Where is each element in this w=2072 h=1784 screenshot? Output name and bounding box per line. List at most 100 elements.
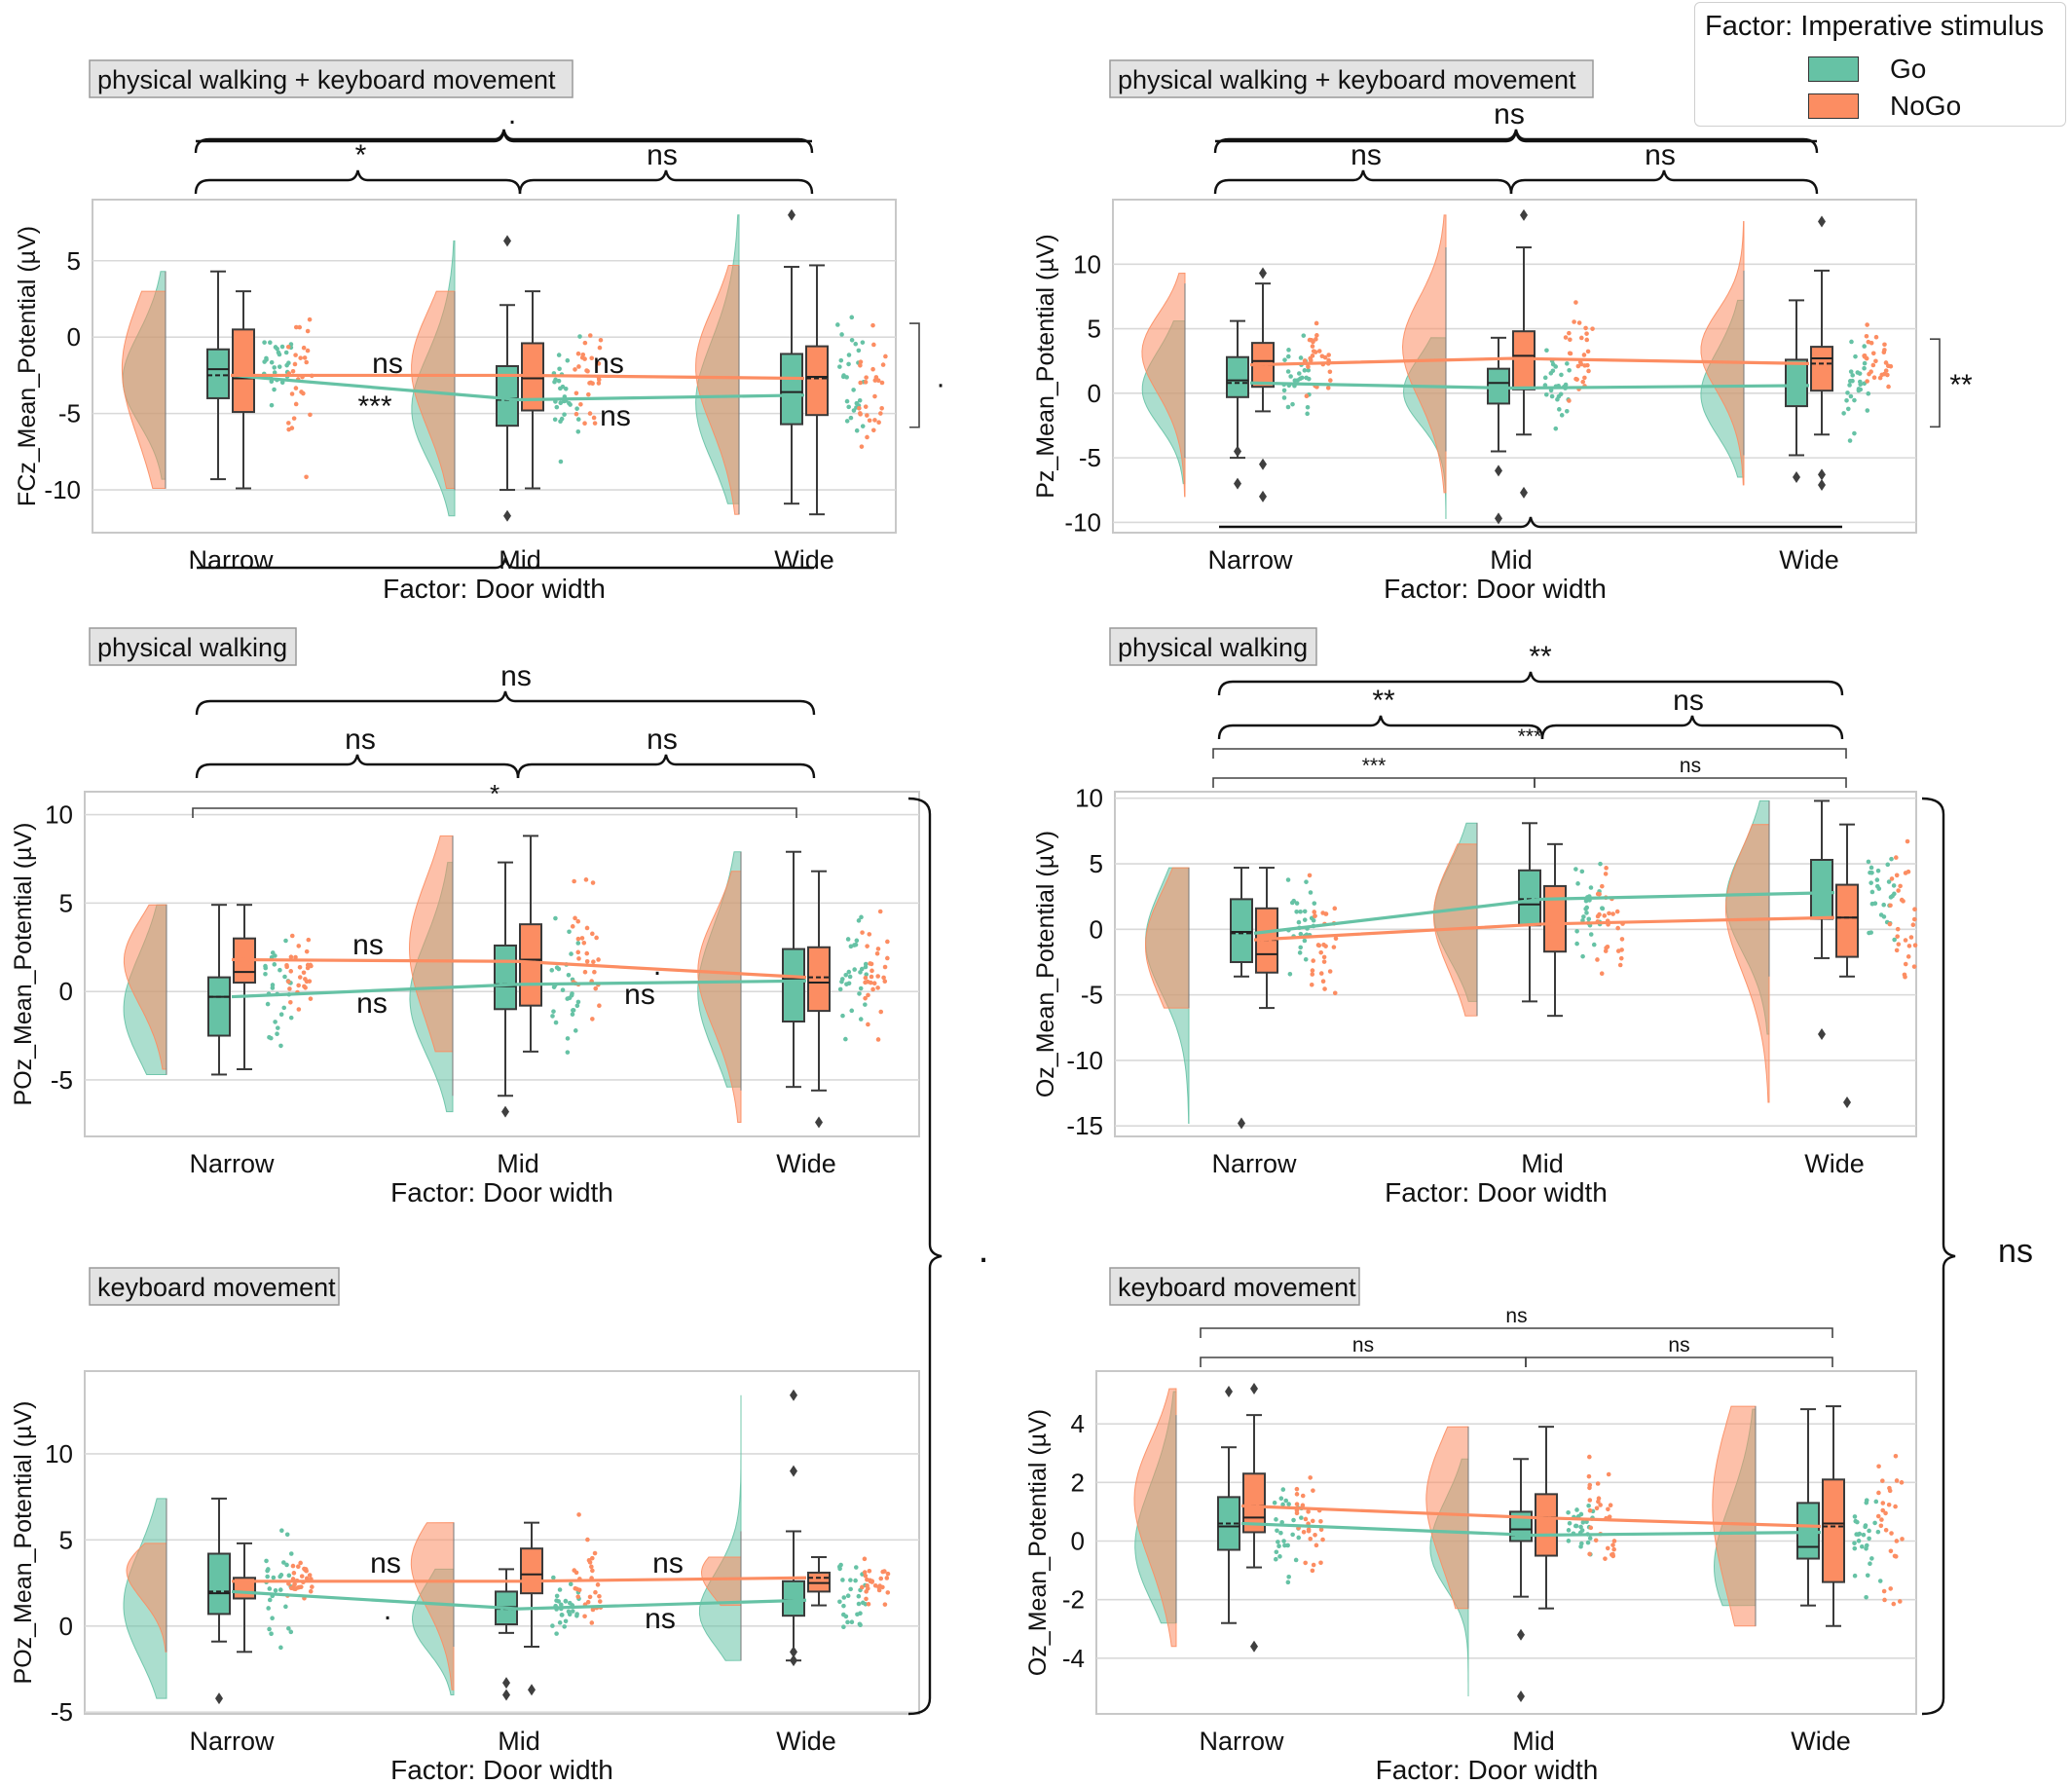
p6-data-point [1596, 1499, 1601, 1505]
p1-data-point [279, 380, 285, 386]
p5-outlier [215, 1692, 223, 1705]
p4-plot-area [1114, 791, 1917, 1137]
p1-data-point [854, 427, 860, 433]
p5-data-point [867, 1568, 872, 1574]
p3-data-point [272, 962, 278, 967]
p6-data-point [1593, 1538, 1599, 1543]
p5-data-point [885, 1571, 891, 1577]
p1-data-point [574, 411, 579, 417]
p6-data-point [1867, 1528, 1871, 1534]
p3-data-point [858, 1017, 864, 1022]
p3-data-point [863, 975, 869, 981]
p2-data-point [1297, 371, 1302, 376]
p6-data-point [1281, 1539, 1286, 1543]
p2-data-point [1585, 349, 1591, 354]
p4-data-point [1316, 943, 1322, 948]
p2-data-point [1304, 375, 1309, 381]
p3-pair-bracket-label: * [490, 779, 500, 808]
p3-data-point [284, 962, 289, 968]
p6-data-point [1274, 1517, 1278, 1522]
p2-data-point [1568, 337, 1572, 343]
p1-data-point [857, 406, 862, 411]
p2-data-point [1575, 363, 1581, 369]
p3-data-point [551, 1009, 556, 1014]
p1-data-point [879, 405, 884, 411]
p2-data-point [1845, 390, 1850, 395]
p4-data-point [1573, 867, 1578, 872]
p5-data-point [868, 1579, 873, 1584]
p6-data-point [1872, 1520, 1877, 1526]
p1-outlier [503, 509, 511, 522]
p2-data-point [1285, 404, 1291, 410]
p3-data-point [584, 959, 590, 964]
p2-title-box [1109, 59, 1594, 98]
p6-data-point [1861, 1532, 1867, 1538]
p6-data-point [1879, 1517, 1884, 1522]
p3-data-point [590, 1017, 595, 1022]
p4-data-point [1615, 925, 1620, 931]
p4-data-point [1868, 865, 1874, 871]
p4-data-point [1888, 895, 1894, 900]
p2-data-point [1310, 344, 1315, 349]
p3-data-point [579, 936, 585, 941]
p1-data-point [268, 340, 273, 345]
p4-data-point [1901, 899, 1906, 904]
p4-data-point [1285, 877, 1291, 882]
p6-data-point [1852, 1514, 1858, 1519]
p3-data-point [878, 1009, 884, 1015]
p1-data-point [837, 364, 842, 369]
p2-data-point [1590, 326, 1595, 331]
p3-data-point [839, 979, 844, 985]
p4-data-point [1321, 959, 1327, 964]
p5-data-point [838, 1562, 843, 1568]
p3-data-point [859, 914, 864, 920]
p1-data-point [858, 362, 863, 368]
p6-data-point [1878, 1523, 1884, 1529]
p4-data-point [1875, 868, 1881, 873]
p5-data-point [849, 1619, 855, 1625]
p4-data-point [1600, 883, 1605, 889]
legend-title: Factor: Imperative stimulus [1705, 11, 2045, 42]
p2-data-point [1314, 337, 1318, 342]
p5-data-point [574, 1613, 579, 1618]
p1-data-point [860, 424, 866, 428]
p4-data-point [1908, 935, 1914, 940]
p2-brace-left-label: ns [1350, 139, 1382, 171]
group-bracket-right-label: ns [1998, 1233, 2033, 1270]
p6-data-point [1587, 1454, 1592, 1460]
p4-panel-title: physical walking [1118, 633, 1308, 662]
p3-data-point [566, 972, 572, 978]
p2-data-point [1553, 364, 1559, 369]
p6-data-point [1586, 1473, 1592, 1479]
p6-ylabel: Oz_Mean_Potential (µV) [1024, 1409, 1052, 1676]
p6-data-point [1594, 1505, 1600, 1511]
p2-data-point [1567, 367, 1572, 373]
p6-data-point [1311, 1562, 1316, 1568]
p1-ytick-label: 0 [67, 322, 81, 352]
p1-data-point [558, 419, 563, 425]
p6-outlier [1225, 1386, 1233, 1398]
p5-data-point [590, 1607, 596, 1613]
p6-data-point [1280, 1502, 1285, 1507]
p1-data-point [883, 353, 888, 359]
p1-data-point [871, 342, 876, 348]
p1-data-point [584, 368, 589, 373]
p3-data-point [877, 909, 883, 914]
p5-data-point [862, 1570, 868, 1575]
p6-data-point [1860, 1543, 1865, 1549]
p5-outlier [790, 1646, 797, 1658]
p4-data-point [1868, 880, 1873, 885]
p3-data-point [549, 968, 555, 973]
p4-data-point [1583, 907, 1588, 911]
p5-data-point [556, 1599, 561, 1604]
p1-data-point [838, 357, 844, 363]
p1-data-point [587, 411, 593, 416]
p2-outlier [1259, 490, 1267, 502]
p3-data-point [882, 964, 888, 970]
p6-pair-bracket-narrow-wide [1200, 1327, 1833, 1338]
p1-data-point [272, 370, 278, 375]
p2-data-point [1543, 391, 1549, 397]
p6-data-point [1294, 1502, 1300, 1506]
p6-data-point [1894, 1539, 1900, 1543]
p2-data-point [1310, 353, 1315, 358]
